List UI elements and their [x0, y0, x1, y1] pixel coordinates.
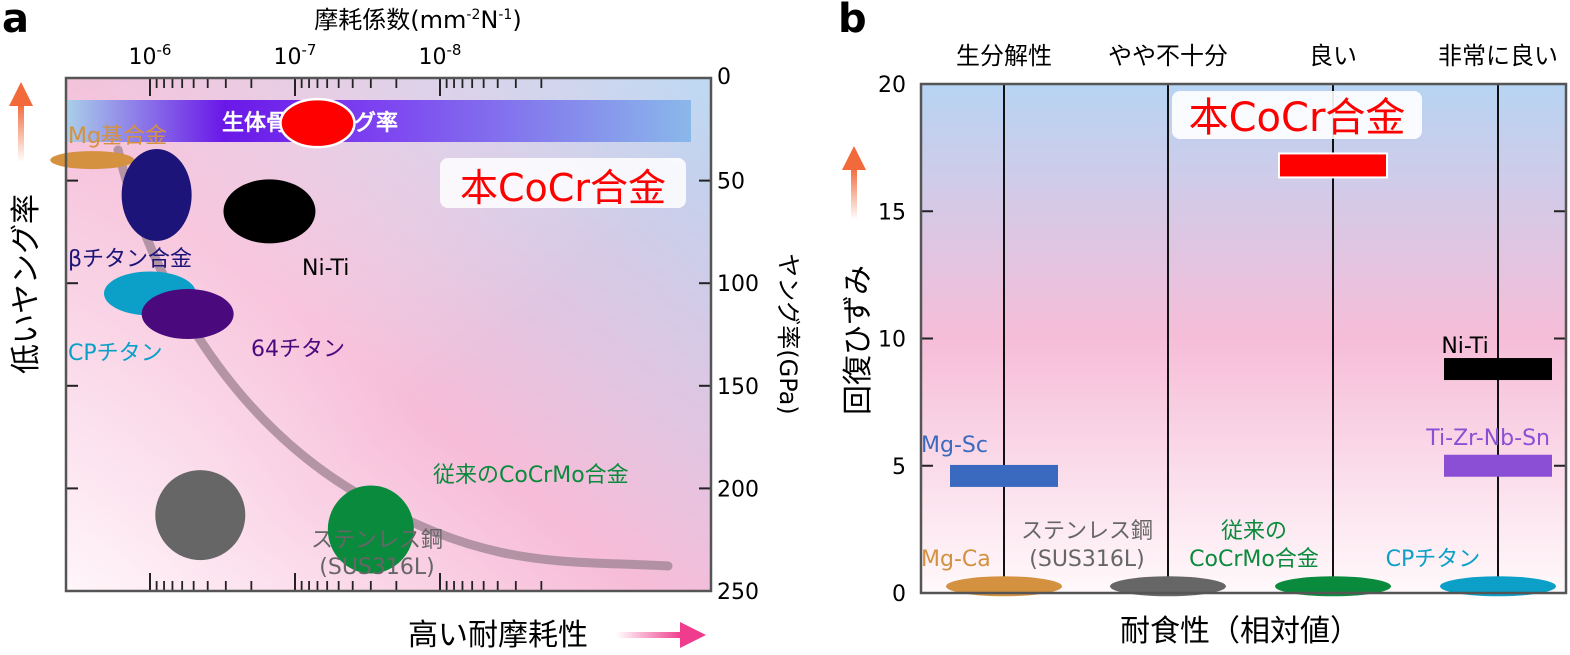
b-material-label: (SUS316L) — [1029, 547, 1144, 572]
b-y-tick-label: 0 — [892, 582, 906, 607]
b-marker-本CoCr合金 — [1278, 152, 1388, 179]
b-y-tick-label: 20 — [878, 73, 906, 98]
marker-label: ステンレス鋼 — [311, 528, 443, 553]
high-wear-resistance-indicator: 高い耐摩耗性 — [408, 618, 706, 653]
marker-label: Ni-Ti — [302, 256, 349, 281]
marker-Mg基合金 — [50, 151, 135, 170]
marker-本CoCr合金 — [279, 97, 356, 149]
b-category-label: 生分解性 — [956, 42, 1052, 70]
b-material-label: Ti-Zr-Nb-Sn — [1425, 426, 1550, 451]
highlight-label-b: 本CoCr合金 — [1189, 95, 1406, 141]
marker-label: CPチタン — [68, 341, 163, 366]
trend-curve — [113, 145, 673, 571]
arrow-right-head — [680, 622, 706, 648]
panel-b-plot: Mg-Sc Mg-Ca ステンレス鋼 (SUS316L) 従来の CoCrMo合金 CPチタ… — [919, 82, 1568, 597]
b-material-label: Mg-Ca — [921, 547, 991, 572]
highlight-label-b-bg — [1172, 91, 1422, 139]
marker-従来のCoCrMo合金 — [327, 485, 414, 574]
panel-b-y-axis-label: 回復ひずみ — [841, 265, 876, 415]
panel-b-letter: b — [838, 0, 867, 42]
b-marker-ステンレス鋼(SUS316L) — [1110, 576, 1226, 597]
marker-label: (SUS316L) — [319, 555, 434, 580]
b-category-label: 良い — [1309, 42, 1357, 70]
bone-modulus-band — [68, 100, 691, 142]
panel-a-axes — [66, 78, 711, 591]
panel-a-plot: 生体骨のヤング率 Mg基合金βチタン合金Ni-TiCPチタン64チタン従来のCo… — [50, 76, 713, 593]
b-material-label: 従来の — [1221, 519, 1287, 544]
panel-b-background — [921, 84, 1566, 593]
a-right-tick-label: 100 — [717, 272, 759, 297]
b-material-label: CPチタン — [1386, 547, 1481, 572]
b-y-tick-label: 15 — [878, 200, 906, 225]
arrow-up-shaft — [18, 104, 24, 162]
b-category-label: やや不十分 — [1108, 42, 1228, 70]
panel-a-right-axis-label: ヤング率(GPa) — [774, 253, 802, 414]
b-y-tick-label: 5 — [892, 455, 906, 480]
arrow-up-head — [9, 82, 33, 106]
marker-Ni-Ti — [223, 179, 316, 244]
b-marker-従来のCoCrMo合金 — [1275, 576, 1391, 597]
a-right-tick-label: 0 — [717, 65, 731, 90]
b-marker-Mg-Sc — [950, 464, 1058, 487]
panel-a-letter: a — [2, 0, 29, 42]
highlight-label-a-bg — [440, 158, 686, 208]
marker-label: Mg基合金 — [68, 124, 167, 149]
a-right-tick-label: 150 — [717, 375, 759, 400]
b-marker-Ti-Zr-Nb-Sn — [1444, 454, 1552, 477]
marker-label: 64チタン — [251, 337, 345, 362]
arrow-up-shaft-b — [851, 168, 857, 220]
recovery-strain-arrow — [842, 146, 866, 220]
panel-a-markers: Mg基合金 βチタン合金 Ni-Ti CPチタン 64チタン従来のCoCrMo合金ステン… — [50, 97, 629, 580]
marker-βチタン合金 — [121, 148, 192, 241]
panel-b-frame — [919, 82, 1568, 595]
b-material-label: CoCrMo合金 — [1189, 547, 1319, 572]
a-top-tick-label: 10-8 — [419, 41, 462, 70]
b-material-label: Ni-Ti — [1441, 334, 1488, 359]
b-y-tick-label: 10 — [878, 328, 906, 353]
b-marker-Mg-Ca — [946, 576, 1062, 597]
a-right-tick-label: 200 — [717, 477, 759, 502]
marker-64チタン — [141, 288, 234, 339]
a-right-tick-label: 250 — [717, 580, 759, 605]
arrow-up-head-b — [842, 146, 866, 170]
arrow-right-shaft — [616, 632, 682, 638]
b-category-label: 非常に良い — [1438, 42, 1558, 70]
panel-a-top-axis-label: 摩耗係数(mm-2N-1) — [314, 6, 521, 34]
low-modulus-indicator: 低いヤング率 — [9, 82, 44, 374]
high-wear-resistance-label: 高い耐摩耗性 — [408, 618, 588, 651]
marker-label: 従来のCoCrMo合金 — [433, 463, 629, 488]
b-marker-Ni-Ti — [1444, 358, 1552, 381]
highlight-label-a: 本CoCr合金 — [460, 166, 666, 210]
marker-ステンレス鋼(SUS316L) — [155, 470, 246, 561]
b-material-label: ステンレス鋼 — [1021, 519, 1153, 544]
b-marker-CPチタン — [1440, 576, 1556, 597]
a-right-tick-label: 50 — [717, 170, 745, 195]
panel-a-frame — [64, 76, 713, 593]
a-top-tick-label: 10-6 — [129, 41, 172, 70]
b-material-label: Mg-Sc — [921, 433, 988, 458]
panel-b-markers: Mg-Sc Mg-Ca ステンレス鋼 (SUS316L) 従来の CoCrMo合金 CPチタ… — [921, 152, 1556, 597]
a-top-tick-label: 10-7 — [274, 41, 317, 70]
marker-label: βチタン合金 — [68, 247, 192, 272]
panel-b-x-axis-label: 耐食性（相対値） — [1120, 614, 1360, 649]
low-modulus-label: 低いヤング率 — [9, 194, 44, 374]
